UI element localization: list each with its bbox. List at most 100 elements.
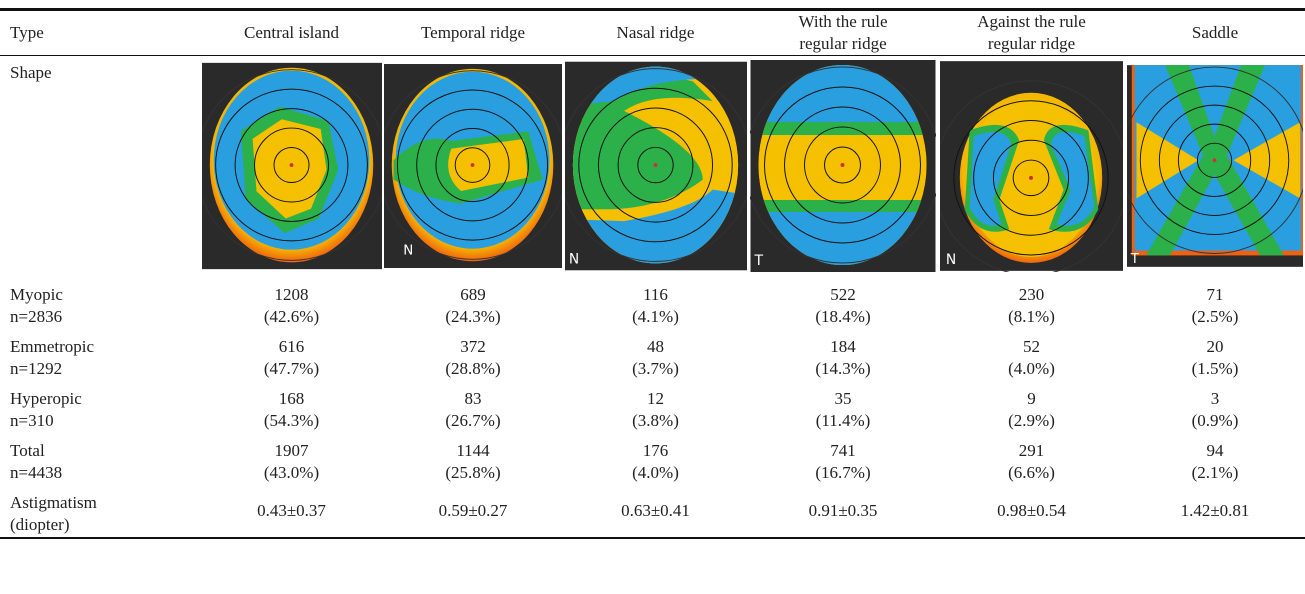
cell-line: 48 bbox=[647, 336, 664, 356]
row-label: Total n=4438 bbox=[0, 434, 200, 486]
cell-line: 0.59±0.27 bbox=[438, 501, 508, 520]
data-cell: 1144 (25.8%) bbox=[383, 434, 563, 486]
topography-map: N bbox=[940, 61, 1123, 272]
cell-line: With the rule bbox=[798, 12, 888, 31]
cell-line: (0.9%) bbox=[1191, 410, 1239, 430]
row-label: Shape bbox=[10, 63, 52, 82]
data-cell: 83 (26.7%) bbox=[383, 382, 563, 434]
header-cell: Temporal ridge bbox=[383, 10, 563, 56]
cell-line: Type bbox=[10, 23, 44, 42]
topography-map: T bbox=[1127, 65, 1303, 267]
data-cell: 20 (1.5%) bbox=[1125, 330, 1305, 382]
cell-line: (42.6%) bbox=[263, 306, 320, 326]
cell-line: regular ridge bbox=[799, 34, 887, 53]
data-cell: 522 (18.4%) bbox=[748, 278, 938, 330]
data-cell: 52 (4.0%) bbox=[938, 330, 1125, 382]
cell-line: 71 bbox=[1206, 284, 1224, 304]
cell-line: 0.91±0.35 bbox=[808, 501, 878, 520]
cell-line: (3.8%) bbox=[632, 410, 679, 430]
data-cell: 291 (6.6%) bbox=[938, 434, 1125, 486]
cell-line: (18.4%) bbox=[815, 306, 871, 326]
cell-line: (43.0%) bbox=[263, 462, 320, 482]
topography-map: T bbox=[750, 60, 936, 272]
cell-line: Against the rule bbox=[977, 12, 1086, 31]
cell-line: 94 bbox=[1206, 440, 1224, 460]
cell-line: 168 bbox=[278, 388, 305, 408]
header-cell: Saddle bbox=[1125, 10, 1305, 56]
data-row: Astigmatism (diopter) 0.43±0.37 0.59±0.27 0.… bbox=[0, 486, 1305, 538]
header-cell: Against the rule regular ridge bbox=[938, 10, 1125, 56]
topography-map: N bbox=[564, 61, 747, 271]
header-cell: Nasal ridge bbox=[563, 10, 748, 56]
cell-line: (4.1%) bbox=[632, 306, 679, 326]
cell-line: (26.7%) bbox=[445, 410, 501, 430]
cell-line: 689 bbox=[460, 284, 486, 304]
cell-line: (diopter) bbox=[10, 514, 70, 534]
cell-line: Hyperopic bbox=[10, 388, 82, 408]
cell-line: 3 bbox=[1210, 388, 1220, 408]
table: Type Central island Temporal ridge Nasal ri… bbox=[0, 8, 1305, 539]
cell-line: 20 bbox=[1206, 336, 1224, 356]
data-cell: 741 (16.7%) bbox=[748, 434, 938, 486]
data-cell: 0.91±0.35 bbox=[748, 486, 938, 538]
cell-line: (24.3%) bbox=[445, 306, 501, 326]
cell-line: n=310 bbox=[10, 410, 54, 430]
cell-line: 116 bbox=[643, 284, 668, 304]
cell-line: (28.8%) bbox=[445, 358, 501, 378]
data-row: Total n=4438 1907 (43.0%) 1144 (25.8%) 176 (4.0… bbox=[0, 434, 1305, 486]
data-cell: 0.98±0.54 bbox=[938, 486, 1125, 538]
svg-text:N: N bbox=[403, 243, 413, 259]
data-cell: 116 (4.1%) bbox=[563, 278, 748, 330]
cell-line: n=2836 bbox=[10, 306, 63, 326]
cell-line: 741 bbox=[830, 440, 856, 460]
cell-line: (4.0%) bbox=[632, 462, 679, 482]
data-cell: 1907 (43.0%) bbox=[200, 434, 383, 486]
cell-line: Central island bbox=[244, 23, 339, 42]
shape-row: Shape N N bbox=[0, 56, 1305, 278]
cell-line: (2.9%) bbox=[1008, 410, 1055, 430]
cell-line: Total bbox=[10, 440, 45, 460]
cell-line: (8.1%) bbox=[1008, 306, 1055, 326]
header-cell: With the rule regular ridge bbox=[748, 10, 938, 56]
svg-text:N: N bbox=[946, 252, 956, 268]
cell-line: 1907 bbox=[274, 440, 309, 460]
data-cell: 168 (54.3%) bbox=[200, 382, 383, 434]
cell-line: Saddle bbox=[1191, 23, 1239, 42]
svg-text:N: N bbox=[568, 251, 578, 267]
data-cell: 35 (11.4%) bbox=[748, 382, 938, 434]
data-cell: 184 (14.3%) bbox=[748, 330, 938, 382]
cell-line: (14.3%) bbox=[815, 358, 871, 378]
data-cell: 616 (47.7%) bbox=[200, 330, 383, 382]
data-cell: 230 (8.1%) bbox=[938, 278, 1125, 330]
cell-line: 0.43±0.37 bbox=[257, 501, 326, 520]
cell-line: (2.1%) bbox=[1191, 462, 1239, 482]
topography-map: N bbox=[384, 64, 562, 268]
cell-line: n=4438 bbox=[10, 462, 63, 482]
cell-line: n=1292 bbox=[10, 358, 63, 378]
data-row: Emmetropic n=1292 616 (47.7%) 372 (28.8%) 48 (3… bbox=[0, 330, 1305, 382]
cell-line: Nasal ridge bbox=[616, 23, 695, 42]
cell-line: 83 bbox=[464, 388, 482, 408]
cell-line: (47.7%) bbox=[263, 358, 320, 378]
svg-text:T: T bbox=[754, 253, 764, 269]
cell-line: regular ridge bbox=[987, 34, 1076, 53]
cell-line: 9 bbox=[1027, 388, 1036, 408]
cell-line: 52 bbox=[1023, 336, 1040, 356]
row-label: Astigmatism (diopter) bbox=[0, 486, 200, 538]
data-row: Hyperopic n=310 168 (54.3%) 83 (26.7%) 12 (3.8%… bbox=[0, 382, 1305, 434]
data-cell: 3 (0.9%) bbox=[1125, 382, 1305, 434]
cell-line: 1144 bbox=[456, 440, 490, 460]
cell-line: 616 bbox=[278, 336, 305, 356]
data-cell: 0.59±0.27 bbox=[383, 486, 563, 538]
data-cell: 94 (2.1%) bbox=[1125, 434, 1305, 486]
data-row: Myopic n=2836 1208 (42.6%) 689 (24.3%) 116 (4.1… bbox=[0, 278, 1305, 330]
cell-line: (16.7%) bbox=[815, 462, 871, 482]
cell-line: (2.5%) bbox=[1191, 306, 1239, 326]
cell-line: Myopic bbox=[10, 284, 63, 304]
svg-text:T: T bbox=[1130, 252, 1140, 267]
data-cell: 176 (4.0%) bbox=[563, 434, 748, 486]
cell-line: 291 bbox=[1018, 440, 1045, 460]
cell-line: 35 bbox=[834, 388, 852, 408]
cell-line: (1.5%) bbox=[1191, 358, 1239, 378]
data-cell: 12 (3.8%) bbox=[563, 382, 748, 434]
